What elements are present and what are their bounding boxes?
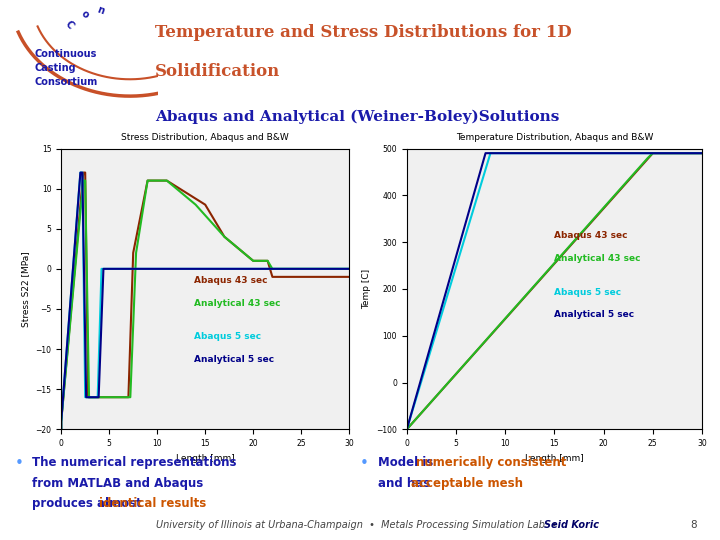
Text: Temperature and Stress Distributions for 1D: Temperature and Stress Distributions for…: [155, 24, 572, 42]
Y-axis label: Stress S22 [MPa]: Stress S22 [MPa]: [21, 251, 30, 327]
Text: Continuous
Casting
Consortium: Continuous Casting Consortium: [35, 49, 98, 86]
Text: The numerical representations: The numerical representations: [32, 456, 237, 469]
Text: Analytical 43 sec: Analytical 43 sec: [554, 254, 641, 263]
Text: Abaqus 43 sec: Abaqus 43 sec: [194, 276, 267, 285]
Y-axis label: Temp [C]: Temp [C]: [361, 269, 371, 309]
Text: University of Illinois at Urbana-Champaign  •  Metals Processing Simulation Lab : University of Illinois at Urbana-Champai…: [156, 520, 564, 530]
Text: acceptable mesh: acceptable mesh: [411, 477, 523, 490]
Title: Temperature Distribution, Abaqus and B&W: Temperature Distribution, Abaqus and B&W: [456, 133, 653, 142]
Text: Abaqus 5 sec: Abaqus 5 sec: [194, 333, 261, 341]
Title: Stress Distribution, Abaqus and B&W: Stress Distribution, Abaqus and B&W: [122, 133, 289, 142]
Text: o: o: [79, 8, 91, 21]
Text: •: •: [360, 456, 369, 471]
Text: produces almost: produces almost: [32, 497, 146, 510]
Text: and has: and has: [378, 477, 434, 490]
Text: n: n: [95, 5, 105, 17]
X-axis label: Length [mm]: Length [mm]: [525, 454, 584, 463]
Text: identical results: identical results: [99, 497, 207, 510]
Text: •: •: [14, 456, 23, 471]
X-axis label: Length [mm]: Length [mm]: [176, 454, 235, 463]
Text: Abaqus 5 sec: Abaqus 5 sec: [554, 287, 621, 296]
Text: Analytical 5 sec: Analytical 5 sec: [554, 310, 634, 319]
Text: from MATLAB and Abaqus: from MATLAB and Abaqus: [32, 477, 204, 490]
Text: Abaqus and Analytical (Weiner-Boley)Solutions: Abaqus and Analytical (Weiner-Boley)Solu…: [155, 110, 559, 124]
Text: 8: 8: [690, 520, 696, 530]
Text: Analytical 43 sec: Analytical 43 sec: [194, 299, 280, 308]
Text: Solidification: Solidification: [155, 63, 280, 79]
Text: Abaqus 43 sec: Abaqus 43 sec: [554, 231, 628, 240]
Text: Analytical 5 sec: Analytical 5 sec: [194, 355, 274, 364]
Text: C: C: [63, 19, 76, 31]
Text: Seid Koric: Seid Koric: [544, 520, 599, 530]
Text: Model is: Model is: [378, 456, 437, 469]
Text: numerically consistent: numerically consistent: [415, 456, 566, 469]
